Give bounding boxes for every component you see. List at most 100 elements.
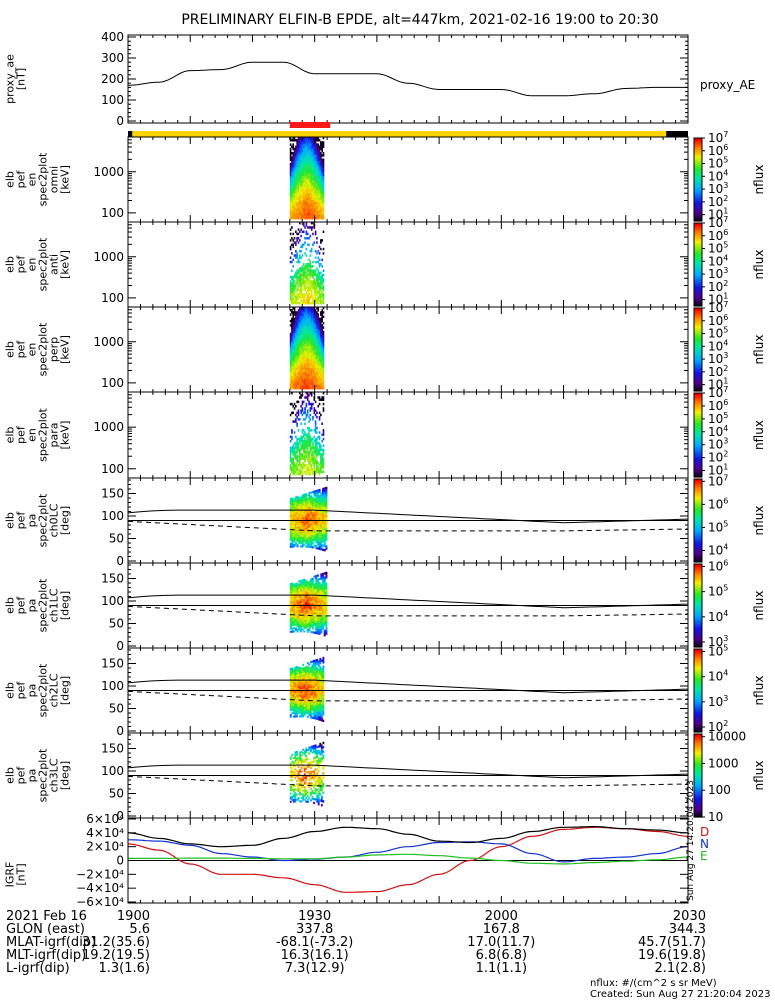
en-para-colorbar-cell bbox=[694, 401, 702, 404]
en-para-cell bbox=[300, 470, 302, 474]
en-para-cell bbox=[322, 398, 325, 401]
pa-ch0-colorbar-cell bbox=[694, 480, 702, 483]
en-para-cell bbox=[305, 442, 308, 445]
en-omni-cell bbox=[291, 167, 293, 170]
en-perp-cell bbox=[292, 347, 295, 351]
en-para-colorbar-cell bbox=[694, 411, 702, 414]
en-perp-cell bbox=[316, 347, 318, 351]
en-anti-cell bbox=[318, 258, 321, 262]
en-perp-cell bbox=[300, 386, 302, 390]
en-omni-cell bbox=[306, 149, 309, 153]
en-omni-ylabel-line: elb bbox=[4, 171, 17, 188]
pa-ch0-cell bbox=[323, 506, 326, 509]
en-omni-cell bbox=[296, 160, 298, 164]
pa-ch0-cell bbox=[316, 533, 319, 536]
pa-ch0-colorbar-cell bbox=[694, 495, 702, 498]
en-omni-cell bbox=[313, 143, 316, 146]
en-para-colorbar-cell bbox=[694, 447, 702, 450]
en-omni-colorbar-cell bbox=[694, 208, 702, 211]
en-anti-cell bbox=[305, 273, 308, 277]
pa-ch0-cell bbox=[296, 530, 299, 533]
en-perp-cell bbox=[292, 350, 295, 353]
en-omni-cell bbox=[313, 177, 316, 181]
en-omni-cell bbox=[313, 212, 316, 216]
en-anti-cell bbox=[302, 297, 305, 301]
en-perp-cell bbox=[306, 354, 309, 357]
en-para-cell bbox=[318, 402, 321, 406]
pa-ch0-cell bbox=[294, 523, 297, 526]
pa-ch1-cell bbox=[298, 613, 301, 616]
en-omni-cell bbox=[301, 188, 304, 192]
en-perp-cell bbox=[309, 363, 312, 366]
pa-ch0-cell bbox=[296, 531, 299, 534]
en-perp-cell bbox=[320, 324, 322, 327]
en-omni-cell bbox=[312, 212, 314, 216]
pa-ch0-cell bbox=[322, 517, 325, 520]
pa-ch0-cell bbox=[308, 506, 311, 510]
pa-ch0-cell bbox=[308, 540, 311, 543]
en-perp-cell bbox=[295, 360, 297, 364]
en-perp-cell bbox=[322, 315, 325, 319]
en-anti-cell bbox=[305, 265, 308, 268]
en-perp-cell bbox=[291, 386, 293, 390]
pa-ch1-cell bbox=[299, 597, 302, 600]
pa-ch0-cell bbox=[311, 523, 314, 526]
en-omni-cell bbox=[304, 162, 306, 166]
en-anti-colorbar-cell bbox=[694, 279, 702, 282]
en-omni-cell bbox=[321, 169, 323, 172]
pa-ch0-cell bbox=[296, 497, 299, 500]
pa-ch0-cell bbox=[310, 521, 313, 524]
en-perp-cell bbox=[305, 369, 308, 373]
en-omni-cell bbox=[300, 203, 302, 207]
pa-ch0-cell bbox=[320, 521, 323, 524]
pa-ch1-cell bbox=[296, 618, 299, 621]
en-omni-cell bbox=[295, 162, 297, 166]
en-omni-cell bbox=[291, 203, 293, 207]
pa-ch0-cell bbox=[308, 530, 311, 534]
en-anti-cell bbox=[298, 293, 301, 296]
en-perp-cell bbox=[316, 313, 318, 316]
en-anti-colorbar-cell bbox=[694, 240, 702, 243]
en-perp-colorbar-cell bbox=[694, 385, 702, 388]
en-anti-cell bbox=[321, 278, 323, 281]
en-perp-cell bbox=[289, 313, 292, 316]
en-para-cell bbox=[296, 461, 298, 465]
en-omni-cell bbox=[293, 199, 296, 203]
en-perp-cell bbox=[293, 319, 296, 323]
en-omni-cell bbox=[318, 162, 321, 166]
en-perp-cell bbox=[309, 334, 312, 338]
en-perp-cell bbox=[310, 315, 313, 319]
en-para-cell bbox=[293, 442, 296, 445]
en-perp-cell bbox=[298, 360, 301, 364]
en-anti-cell bbox=[310, 284, 313, 288]
en-perp-cell bbox=[291, 347, 293, 351]
pa-ch0-cell bbox=[289, 542, 292, 545]
en-perp-cell bbox=[316, 343, 318, 347]
pa-ch1-cell bbox=[298, 590, 301, 593]
pa-ch0-cell bbox=[303, 500, 306, 503]
pa-ch0-colorbar-cell bbox=[694, 538, 702, 541]
en-anti-cell bbox=[312, 243, 314, 246]
en-omni-cell bbox=[296, 184, 298, 187]
en-perp-cell bbox=[296, 345, 298, 349]
pa-ch0-cell bbox=[301, 545, 304, 548]
pa-ch0-cell bbox=[310, 545, 313, 549]
pa-ch1-cell bbox=[301, 598, 304, 601]
en-omni-cell bbox=[291, 180, 293, 183]
en-omni-cell bbox=[295, 188, 297, 192]
pa-ch0-colorbar-cell bbox=[694, 498, 702, 501]
en-perp-cell bbox=[308, 363, 310, 366]
en-perp-cell bbox=[312, 322, 314, 325]
pa-ch0-cell bbox=[306, 520, 309, 523]
en-perp-cell bbox=[306, 328, 309, 331]
pa-ch0-cell bbox=[316, 515, 319, 518]
en-perp-cell bbox=[289, 345, 292, 349]
en-anti-cell bbox=[289, 228, 292, 231]
pa-ch0-cell bbox=[323, 538, 326, 541]
pa-ch0-cell bbox=[305, 538, 308, 541]
en-para-cell bbox=[298, 461, 301, 465]
en-anti-cell bbox=[322, 286, 325, 290]
pa-ch1-cell bbox=[296, 596, 299, 599]
en-omni-colorbar-cell bbox=[694, 171, 702, 174]
en-omni-cell bbox=[318, 193, 321, 196]
